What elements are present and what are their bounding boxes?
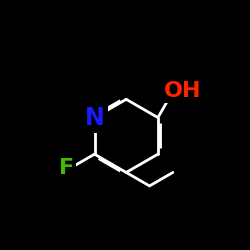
Text: N: N — [85, 106, 104, 130]
Text: F: F — [58, 158, 74, 178]
Text: OH: OH — [164, 81, 202, 101]
